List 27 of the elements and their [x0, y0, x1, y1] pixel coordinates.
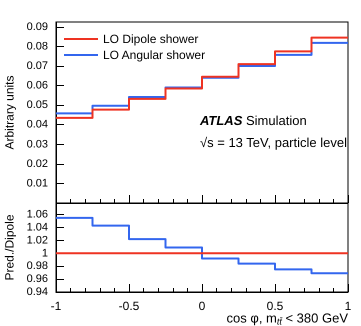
y-tick-label: 0.98 — [26, 260, 48, 272]
x-tick-label: 0 — [198, 299, 206, 313]
y-tick-label: 1.02 — [26, 234, 48, 246]
y-tick-label: 0.06 — [26, 80, 48, 92]
y-tick-label: 0.94 — [26, 286, 48, 298]
y-tick-label: 0.01 — [26, 177, 48, 190]
legend-label: LO Angular shower — [103, 48, 206, 62]
y-tick-label: 0.96 — [26, 273, 48, 286]
y-tick-label: 1 — [42, 247, 48, 260]
y-axis-title: Arbitrary units — [2, 75, 17, 150]
y-tick-label: 0.08 — [26, 40, 48, 52]
y-tick-label: 0.05 — [26, 99, 48, 112]
y-tick-label: 0.03 — [26, 138, 48, 150]
y-tick-label: 0.02 — [26, 158, 48, 170]
annotation: ATLAS Simulation — [199, 113, 307, 128]
y-tick-label: 0.09 — [26, 20, 48, 33]
x-tick-label: 0.5 — [266, 299, 284, 313]
y-tick-label: 1.04 — [26, 222, 48, 234]
y-tick-label: 0.04 — [26, 118, 48, 131]
y-tick-label: 0.07 — [26, 60, 48, 72]
y-axis-title: Pred./Dipole — [2, 214, 17, 281]
x-tick-label: -0.5 — [118, 299, 140, 313]
annotation: √s = 13 TeV, particle level — [200, 135, 348, 150]
x-tick-label: -1 — [50, 299, 62, 313]
x-tick-label: 1 — [344, 299, 352, 313]
y-tick-label: 1.06 — [26, 208, 48, 221]
legend-label: LO Dipole shower — [103, 32, 198, 46]
